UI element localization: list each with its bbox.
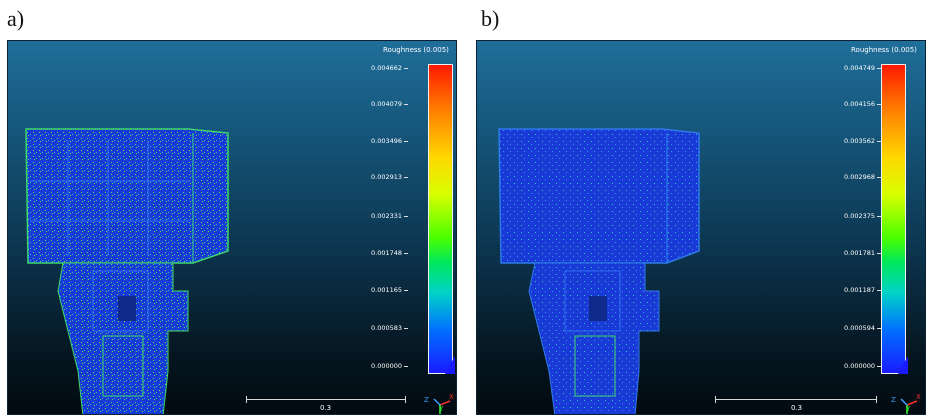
axis-x-label: X [449,393,454,401]
color-scale-tick: 0.003496 [371,137,409,145]
axis-z-label: Z [424,396,429,404]
color-scale-tick: 0.001187 [844,286,882,294]
color-scale-tick: 0.000583 [371,324,409,332]
color-scale-tick: 0.002375 [844,212,882,220]
scalar-field-title-b: Roughness (0.005) [851,46,917,54]
color-scale-tick: 0.001781 [844,249,882,257]
color-scale-tick: 0.000000 [844,362,882,370]
color-scale-tick: 0.001165 [371,286,409,294]
color-scale-tick: 0.002968 [844,173,882,181]
color-scale-tick: 0.003562 [844,137,882,145]
axis-x-label: X [916,393,921,401]
axis-z-label: Z [891,396,896,404]
color-scale-tick: 0.000000 [371,362,409,370]
color-scale-tick: 0.004079 [371,100,409,108]
scalar-field-title-a: Roughness (0.005) [383,46,449,54]
axis-y-label: Y [439,405,444,413]
panel-b-label: b) [481,6,500,31]
scale-bar-label-b: 0.3 [791,404,803,412]
axis-trihedron-icon [900,398,918,414]
color-scale-tick: 0.004749 [844,64,882,72]
scale-bar-b [715,396,877,403]
viewport-b[interactable]: Roughness (0.005) 0.004749 0.004156 0.00… [476,40,926,415]
color-scale-bar-b [881,64,906,374]
color-scale-tick: 0.002331 [371,212,409,220]
color-scale-tick: 0.004156 [844,100,882,108]
viewport-a[interactable]: Roughness (0.005) 0.004662 0.004079 0.00… [7,40,457,415]
scale-bar-label-a: 0.3 [320,404,332,412]
panel-a-label: a) [7,6,25,31]
color-scale-bar-a [428,64,453,374]
color-scale-pointer-a [445,356,455,374]
color-scale-pointer-b [898,356,908,374]
color-scale-tick: 0.004662 [371,64,409,72]
color-scale-tick: 0.000594 [844,324,882,332]
axis-y-label: Y [906,405,911,413]
point-cloud-a [25,128,229,414]
scale-bar-a [246,396,406,403]
color-scale-tick: 0.001748 [371,249,409,257]
point-cloud-b [498,128,700,414]
axis-trihedron-icon [433,398,451,414]
color-scale-tick: 0.002913 [371,173,409,181]
